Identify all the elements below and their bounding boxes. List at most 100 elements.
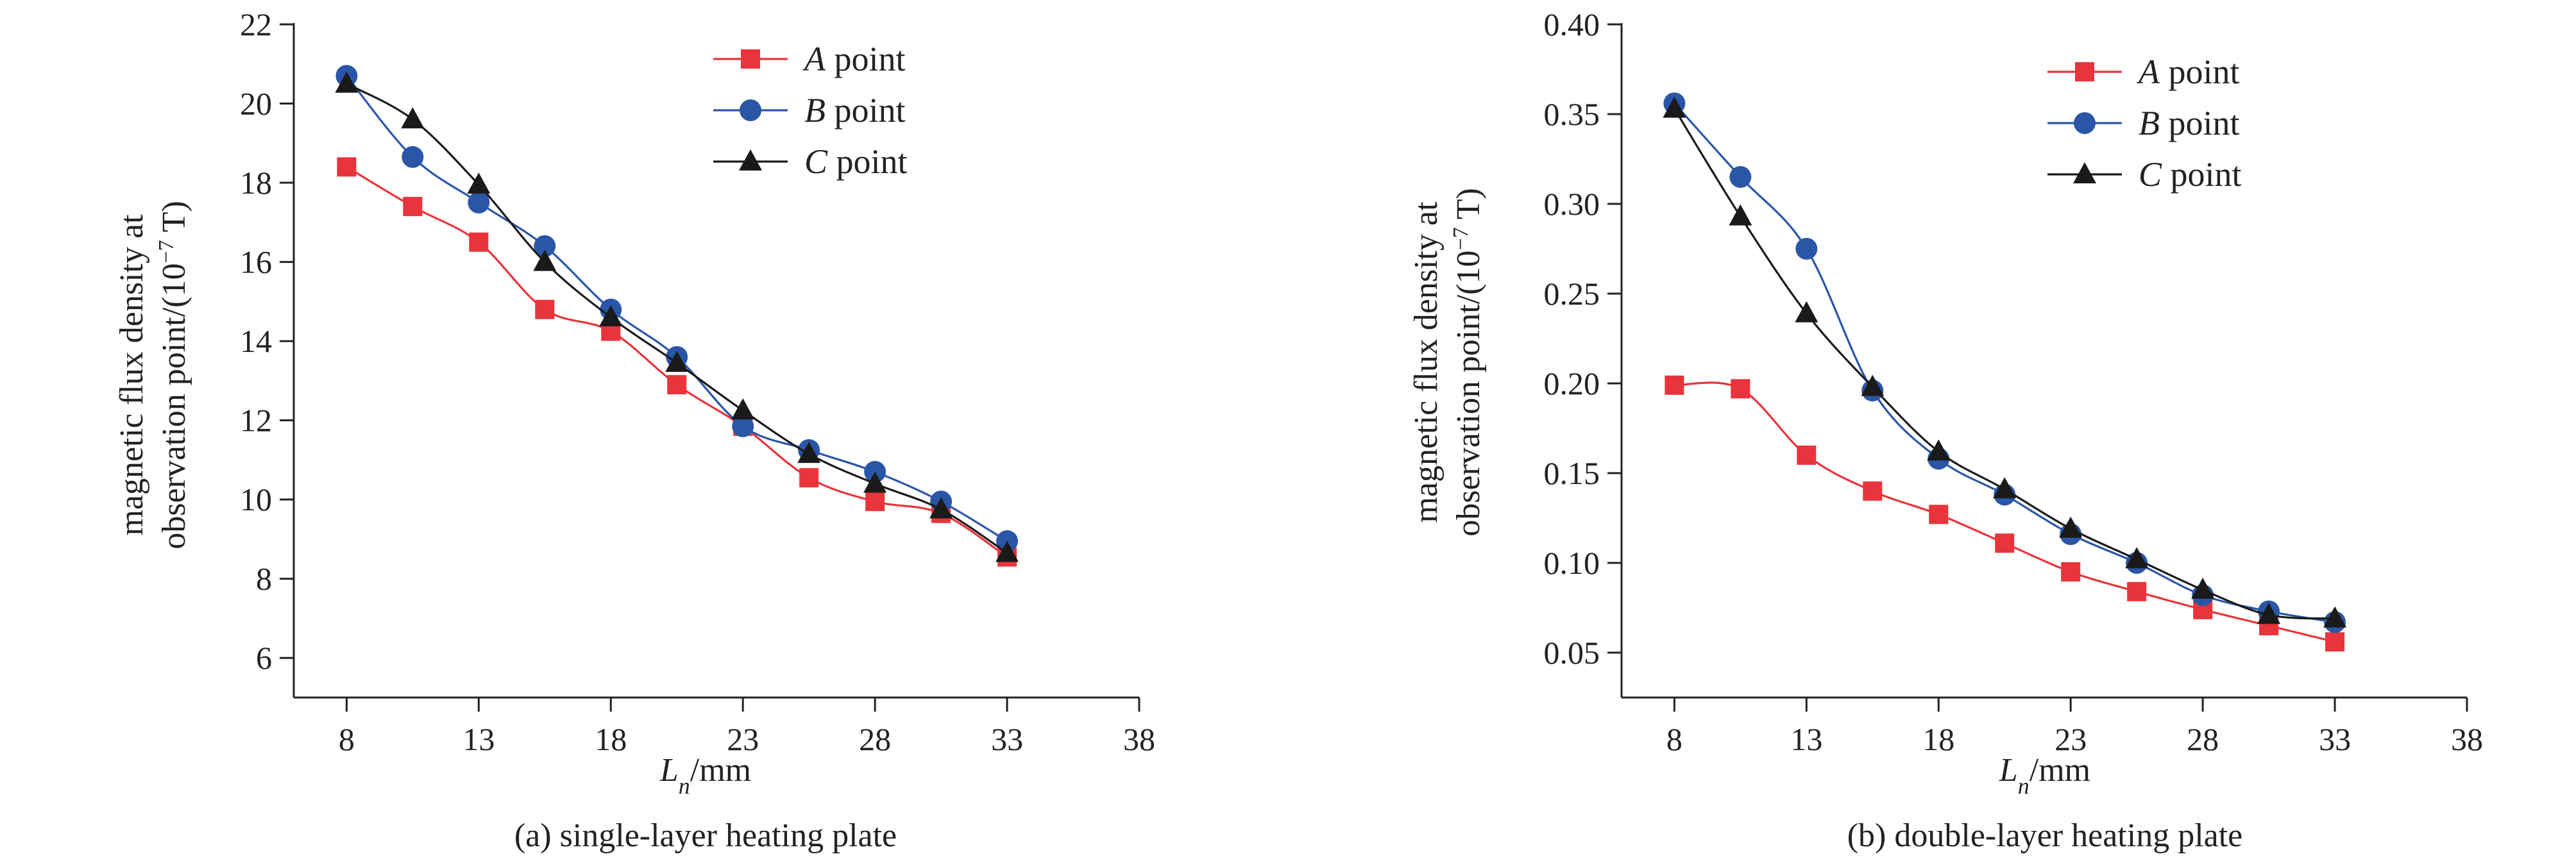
y-tick-label: 0.40	[1544, 6, 1600, 42]
legend-marker	[739, 149, 762, 171]
x-axis-title: Ln/mm	[1999, 752, 2090, 799]
legend-series-name: A	[802, 40, 826, 78]
data-point-a	[1665, 375, 1684, 395]
legend-entry-b: B point	[2047, 104, 2240, 142]
data-point-c	[996, 540, 1019, 562]
data-point-c	[533, 249, 557, 271]
legend-series-name: C	[2139, 155, 2162, 194]
series-line-c	[346, 83, 1008, 554]
x-tick-label: 33	[2319, 721, 2351, 757]
data-point-a	[337, 157, 357, 177]
data-point-a	[2061, 562, 2081, 581]
legend-series-suffix: point	[827, 142, 908, 181]
legend-entry-a: A point	[2047, 53, 2240, 91]
data-point-c	[929, 497, 953, 519]
legend-label: A point	[2137, 53, 2240, 91]
x-tick-label: 13	[462, 721, 495, 757]
y-tick-label: 10	[240, 481, 272, 517]
series-c-point	[1663, 96, 2347, 628]
data-point-c	[1993, 477, 2017, 499]
data-point-a	[469, 232, 489, 252]
x-axis-title-main: L	[659, 752, 679, 789]
data-point-a	[403, 197, 423, 217]
legend-series-suffix: point	[2160, 53, 2240, 91]
y-tick-label: 8	[256, 561, 272, 597]
x-tick-label: 13	[1790, 721, 1822, 757]
y-axis-title-exponent: −7	[1449, 227, 1473, 250]
x-tick-label: 23	[727, 721, 759, 757]
x-tick-label: 8	[1666, 721, 1682, 757]
y-tick-label: 0.05	[1544, 635, 1600, 671]
x-axis-title-unit: /mm	[690, 752, 751, 789]
chart-panel-b: 8 13 18 23 28 33 38 0.05 0.10 0.15 0.20 0.25 0.30 0.3…	[1408, 6, 2483, 854]
legend-entry-c: C point	[713, 142, 908, 181]
y-axis-title-exponent: −7	[155, 240, 178, 263]
y-tick-label: 6	[256, 640, 272, 676]
series-c-point	[335, 71, 1019, 562]
legend-marker	[741, 49, 760, 69]
legend-series-name: B	[804, 91, 826, 130]
data-point-c	[1795, 301, 1818, 322]
y-tick-label: 14	[240, 323, 272, 359]
data-point-a	[2325, 632, 2345, 652]
y-tick-label: 0.15	[1544, 455, 1600, 491]
legend-label: B point	[804, 91, 906, 130]
y-axis-title-line1: magnetic flux density at	[1408, 201, 1445, 523]
y-axis-title-line2: observation point/(10−7 T)	[1449, 188, 1487, 537]
legend-series-suffix: point	[826, 91, 906, 130]
legend-entry-a: A point	[713, 40, 906, 78]
y-tick-label: 16	[240, 244, 272, 280]
data-point-c	[335, 71, 359, 93]
y-tick-label: 0.35	[1544, 96, 1600, 132]
x-tick-label: 38	[2451, 721, 2483, 757]
data-point-a	[1995, 533, 2015, 553]
x-tick-label: 28	[2187, 721, 2219, 757]
data-point-a	[667, 375, 687, 395]
legend-series-suffix: point	[2160, 104, 2240, 142]
series-b-point	[335, 65, 1019, 553]
data-point-a	[865, 492, 885, 512]
y-axis-title-prefix: observation point/(10	[156, 263, 192, 549]
y-tick-label: 0.30	[1544, 186, 1600, 222]
data-point-b	[1729, 166, 1752, 188]
x-axis-title-subscript: n	[679, 773, 690, 799]
legend-marker	[740, 99, 761, 121]
y-tick-label: 12	[240, 403, 272, 439]
legend-label: B point	[2139, 104, 2240, 142]
legend-marker	[2075, 62, 2094, 81]
data-point-a	[1797, 446, 1817, 465]
data-point-b	[402, 146, 424, 168]
x-tick-label: 8	[339, 721, 355, 757]
y-axis-title-line1: magnetic flux density at	[114, 214, 150, 536]
chart-panel-a: 8 13 18 23 28 33 38 6 8 10 12 14 16 18 20 22 magnetic fl…	[114, 6, 1155, 854]
series-line-c	[1674, 108, 2335, 620]
y-tick-label: 0.10	[1544, 545, 1600, 581]
legend-marker	[2074, 112, 2096, 134]
data-point-b	[468, 191, 490, 213]
y-tick-label: 20	[240, 86, 272, 122]
y-axis-title-suffix: T)	[1450, 188, 1487, 227]
data-point-c	[1663, 96, 1686, 118]
data-point-c	[599, 305, 623, 327]
data-point-c	[467, 172, 491, 194]
legend-series-name: B	[2139, 104, 2160, 142]
data-point-c	[401, 107, 425, 129]
y-axis-title-suffix: T)	[156, 201, 192, 240]
y-tick-label: 0.20	[1544, 365, 1600, 401]
x-tick-label: 23	[2055, 721, 2087, 757]
x-axis-title-subscript: n	[2018, 773, 2029, 799]
data-point-a	[535, 299, 555, 319]
y-tick-label: 22	[240, 6, 272, 42]
y-tick-label: 18	[240, 165, 272, 201]
data-point-c	[2257, 603, 2281, 624]
x-tick-label: 28	[859, 721, 891, 757]
data-point-c	[2191, 578, 2215, 599]
x-tick-label: 18	[595, 721, 627, 757]
data-point-a	[1929, 505, 1949, 524]
legend-label: C point	[2139, 155, 2242, 194]
x-tick-label: 18	[1922, 721, 1954, 757]
series-a-point	[1665, 375, 2345, 652]
y-axis-title-prefix: observation point/(10	[1450, 251, 1487, 537]
data-point-b	[1795, 238, 1818, 260]
